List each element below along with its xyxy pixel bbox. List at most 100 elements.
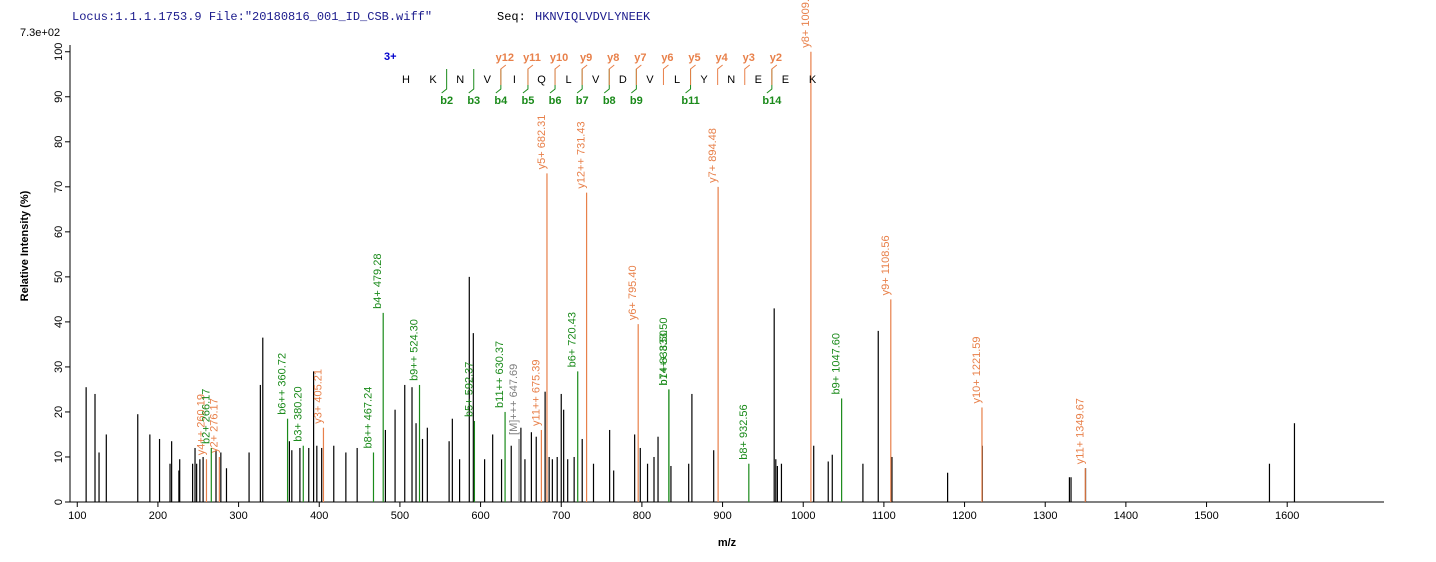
peak-label: y6+ 795.40 bbox=[627, 265, 639, 320]
peak-label: b5+ 592.37 bbox=[463, 362, 475, 417]
y-bracket bbox=[744, 64, 751, 85]
intensity-max: 7.3e+02 bbox=[20, 27, 60, 39]
residue: Q bbox=[537, 74, 546, 86]
peak-label: b4+ 479.28 bbox=[372, 254, 384, 309]
y-tick-label: 100 bbox=[53, 43, 65, 61]
residue: H bbox=[402, 74, 410, 86]
peak-label: y2+ 276.17 bbox=[208, 398, 220, 453]
x-tick-label: 200 bbox=[149, 510, 167, 522]
residue: K bbox=[809, 74, 817, 86]
b-ion: b3 bbox=[467, 95, 480, 107]
b-bracket bbox=[549, 69, 556, 94]
residue: Y bbox=[700, 74, 708, 86]
b-bracket bbox=[576, 69, 583, 94]
residue: L bbox=[566, 74, 572, 86]
b-ion: b7 bbox=[576, 95, 589, 107]
charge: 3+ bbox=[384, 51, 397, 63]
b-ion: b4 bbox=[494, 95, 508, 107]
y-ion: y3 bbox=[743, 52, 755, 64]
peak-label: y4++ 260.19 bbox=[195, 394, 207, 455]
peak-label: y11+ 1349.67 bbox=[1074, 398, 1086, 464]
peak-label: y10+ 1221.59 bbox=[971, 336, 983, 403]
b-ion: b5 bbox=[522, 95, 535, 107]
peak-label: y7+ 894.48 bbox=[707, 128, 719, 183]
y-ion: y8 bbox=[607, 52, 619, 64]
peak-label: b2+ 266.17 bbox=[200, 389, 212, 444]
y-ion: y10 bbox=[550, 52, 568, 64]
residue: V bbox=[592, 74, 600, 86]
residue: V bbox=[484, 74, 492, 86]
y-tick-label: 20 bbox=[53, 406, 65, 418]
residue: V bbox=[646, 74, 654, 86]
y-bracket bbox=[717, 64, 723, 85]
x-tick-label: 1000 bbox=[791, 510, 815, 522]
peak-label: b8+ 932.56 bbox=[738, 404, 750, 459]
peak-label: y12++ 731.43 bbox=[576, 121, 588, 188]
peak-label: y8+ 1009.52 bbox=[800, 0, 812, 48]
y-ion: y5 bbox=[688, 52, 700, 64]
y-tick-label: 0 bbox=[53, 499, 65, 505]
y-bracket bbox=[554, 64, 561, 85]
x-tick-label: 500 bbox=[391, 510, 409, 522]
x-tick-label: 300 bbox=[229, 510, 247, 522]
y-bracket bbox=[635, 64, 642, 85]
y-bracket bbox=[581, 64, 588, 85]
b-ion: b2 bbox=[440, 95, 453, 107]
y-ion: y2 bbox=[770, 52, 782, 64]
b-bracket bbox=[631, 69, 637, 94]
y-tick-label: 40 bbox=[53, 316, 65, 328]
x-tick-label: 1100 bbox=[872, 510, 896, 522]
x-tick-label: 1600 bbox=[1275, 510, 1299, 522]
x-tick-label: 1300 bbox=[1033, 510, 1057, 522]
peak-label: b14++ 833.50 bbox=[658, 318, 670, 386]
y-bracket bbox=[662, 64, 669, 85]
y-bracket bbox=[608, 64, 615, 85]
peak-label: b8++ 467.24 bbox=[362, 387, 374, 449]
b-bracket bbox=[766, 69, 773, 94]
peak-label: b7+ 833.50 bbox=[658, 330, 670, 385]
x-tick-label: 1400 bbox=[1114, 510, 1138, 522]
peak-label: y9+ 1108.56 bbox=[880, 235, 892, 295]
y-tick-label: 90 bbox=[53, 91, 65, 103]
x-tick-label: 1200 bbox=[952, 510, 976, 522]
residue: E bbox=[755, 74, 762, 86]
y-ion: y6 bbox=[661, 52, 673, 64]
y-ion: y12 bbox=[496, 52, 514, 64]
seq-label: Seq: bbox=[497, 10, 526, 24]
b-bracket bbox=[522, 69, 529, 94]
x-tick-label: 400 bbox=[310, 510, 328, 522]
y-ion: y9 bbox=[580, 52, 592, 64]
residue: N bbox=[456, 74, 464, 86]
b-ion: b6 bbox=[549, 95, 562, 107]
y-tick-label: 80 bbox=[53, 136, 65, 148]
x-tick-label: 800 bbox=[633, 510, 651, 522]
peak-label: b9++ 524.30 bbox=[409, 319, 421, 381]
residue: D bbox=[619, 74, 627, 86]
b-bracket bbox=[685, 69, 692, 94]
y-tick-label: 50 bbox=[53, 271, 65, 283]
seq: HKNVIQLVDVLYNEEK bbox=[535, 10, 651, 24]
x-tick-label: 900 bbox=[713, 510, 731, 522]
peak-label: b6++ 360.72 bbox=[277, 353, 289, 415]
b-bracket bbox=[603, 69, 610, 94]
y-tick-label: 60 bbox=[53, 226, 65, 238]
y-tick-label: 30 bbox=[53, 361, 65, 373]
y-ion: y11 bbox=[523, 52, 541, 64]
residue: I bbox=[513, 74, 516, 86]
y-bracket bbox=[771, 64, 778, 85]
b-ion: b11 bbox=[681, 95, 699, 107]
peak-label: y11++ 675.39 bbox=[530, 359, 542, 425]
residue: E bbox=[782, 74, 789, 86]
b-ion: b8 bbox=[603, 95, 616, 107]
y-bracket bbox=[690, 64, 696, 85]
b-bracket bbox=[468, 69, 475, 94]
locus: Locus:1.1.1.1753.9 File:"20180816_001_ID… bbox=[72, 10, 432, 24]
b-bracket bbox=[495, 69, 502, 94]
peak-label: y5+ 682.31 bbox=[536, 115, 548, 170]
b-ion: b14 bbox=[762, 95, 782, 107]
y-ion: y4 bbox=[716, 52, 729, 64]
b-bracket bbox=[441, 69, 448, 94]
x-tick-label: 600 bbox=[471, 510, 489, 522]
peak-label: y3+ 405.21 bbox=[312, 369, 324, 424]
